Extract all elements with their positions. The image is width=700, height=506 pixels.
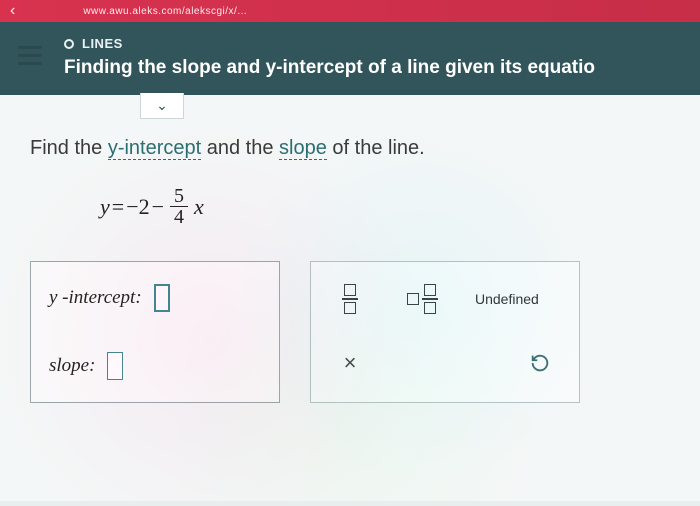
answer-box: y -intercept: slope: <box>30 261 280 403</box>
breadcrumb: LINES <box>64 36 595 51</box>
chevron-down-icon: ⌄ <box>156 97 168 114</box>
lesson-header: LINES Finding the slope and y-intercept … <box>0 22 700 95</box>
content-area: ⌄ Find the y-intercept and the slope of … <box>0 95 700 501</box>
tool-row-1: Undefined <box>331 280 559 318</box>
page-title: Finding the slope and y-intercept of a l… <box>64 57 595 79</box>
mixed-number-button[interactable] <box>403 280 441 318</box>
slope-input[interactable] <box>107 352 123 380</box>
browser-topbar: ‹ www.awu.aleks.com/alekscgi/x/... <box>0 0 700 22</box>
circle-icon <box>64 39 74 49</box>
eq-equals: = <box>112 194 124 220</box>
fraction-icon <box>342 284 358 314</box>
slope-row: slope: <box>49 352 261 380</box>
breadcrumb-label: LINES <box>82 36 123 51</box>
instruction-post: of the line. <box>327 137 425 159</box>
term-slope[interactable]: slope <box>279 137 327 160</box>
tool-row-2: × <box>331 344 559 382</box>
panels: y -intercept: slope: <box>30 261 670 403</box>
equation: y = −2 − 5 4 x <box>100 186 670 227</box>
undefined-button[interactable]: Undefined <box>475 291 539 307</box>
reset-button[interactable] <box>521 344 559 382</box>
instruction-text: Find the y-intercept and the slope of th… <box>30 137 670 160</box>
slope-label: slope: <box>49 355 95 377</box>
close-icon: × <box>344 350 357 376</box>
instruction-mid: and the <box>201 137 279 159</box>
back-icon[interactable]: ‹ <box>10 2 15 20</box>
term-y-intercept[interactable]: y-intercept <box>108 137 201 160</box>
header-text: LINES Finding the slope and y-intercept … <box>64 36 595 79</box>
yintercept-label: y -intercept: <box>49 287 142 309</box>
clear-button[interactable]: × <box>331 344 369 382</box>
eq-minus: − <box>152 194 164 220</box>
eq-frac-num: 5 <box>170 186 188 207</box>
toolbox: Undefined × <box>310 261 580 403</box>
undo-icon <box>529 352 551 374</box>
yintercept-input[interactable] <box>154 284 170 312</box>
eq-constant: −2 <box>126 194 149 220</box>
eq-var: x <box>194 194 204 220</box>
expand-tab[interactable]: ⌄ <box>140 93 184 119</box>
url-fragment: www.awu.aleks.com/alekscgi/x/... <box>83 6 247 17</box>
instruction-pre: Find the <box>30 137 108 159</box>
menu-button[interactable] <box>18 46 42 65</box>
fraction-button[interactable] <box>331 280 369 318</box>
yintercept-row: y -intercept: <box>49 284 261 312</box>
mixed-number-icon <box>407 284 438 314</box>
eq-fraction: 5 4 <box>170 186 188 227</box>
eq-lhs: y <box>100 194 110 220</box>
eq-frac-den: 4 <box>170 207 188 227</box>
